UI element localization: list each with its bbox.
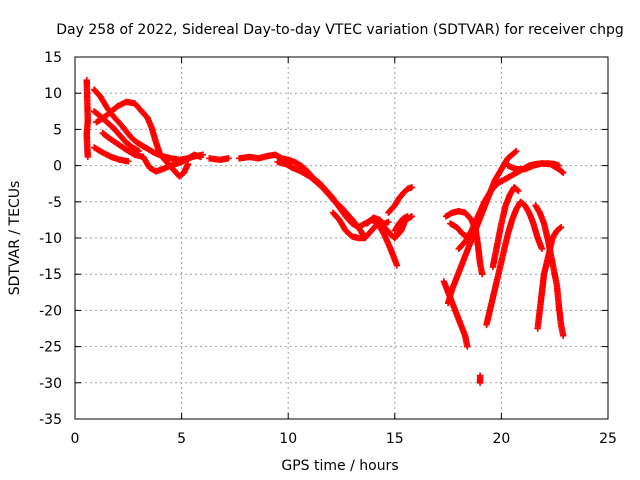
data-point-marker xyxy=(404,213,411,220)
y-tick-label: -20 xyxy=(39,303,62,319)
data-point-marker xyxy=(556,224,564,232)
chart-title: Day 258 of 2022, Sidereal Day-to-day VTE… xyxy=(56,22,624,38)
data-point-marker xyxy=(408,184,416,191)
x-tick-label: 10 xyxy=(279,431,297,447)
data-point-marker xyxy=(538,245,546,253)
data-point-marker xyxy=(393,262,401,269)
x-tick-label: 15 xyxy=(386,431,404,447)
data-point-marker xyxy=(225,155,232,162)
y-tick-label: 15 xyxy=(44,50,62,66)
data-point-marker xyxy=(125,158,132,165)
y-tick-label: 5 xyxy=(53,122,62,138)
data-point-marker xyxy=(514,186,521,194)
y-tick-label: -10 xyxy=(39,231,62,247)
x-tick-label: 0 xyxy=(71,431,80,447)
data-point-marker xyxy=(512,148,519,156)
y-tick-label: -30 xyxy=(39,376,62,392)
data-point-marker xyxy=(560,169,567,177)
data-point-marker xyxy=(472,231,480,238)
x-tick-label: 25 xyxy=(599,431,617,447)
y-tick-label: -35 xyxy=(39,412,62,428)
data-point-marker xyxy=(515,187,522,195)
y-axis-label: SDTVAR / TECUs xyxy=(7,181,23,296)
data-point-marker xyxy=(476,379,484,386)
y-tick-label: 10 xyxy=(44,86,62,102)
data-point-marker xyxy=(557,223,565,231)
grid xyxy=(75,57,608,419)
data-point-marker xyxy=(184,160,192,168)
axis-ticks: 0 5 10 15 20 25 15 10 5 0 -5 -10 -15 -20 -25 -30 -35 xyxy=(39,50,617,447)
x-tick-label: 5 xyxy=(177,431,186,447)
data-point-marker xyxy=(513,147,520,155)
x-axis-label: GPS time / hours xyxy=(281,458,398,474)
y-tick-label: 0 xyxy=(53,159,62,175)
data-point-marker xyxy=(199,151,207,158)
data-point-marker xyxy=(558,168,566,176)
data-markers xyxy=(83,76,567,386)
data-point-marker xyxy=(84,153,91,161)
data-point-marker xyxy=(560,332,567,339)
x-tick-label: 20 xyxy=(492,431,510,447)
y-tick-label: -25 xyxy=(39,340,62,356)
data-point-marker xyxy=(479,271,486,278)
data-point-marker xyxy=(385,218,392,226)
y-tick-label: -5 xyxy=(48,195,62,211)
data-point-marker xyxy=(464,343,471,350)
y-tick-label: -15 xyxy=(39,267,62,283)
